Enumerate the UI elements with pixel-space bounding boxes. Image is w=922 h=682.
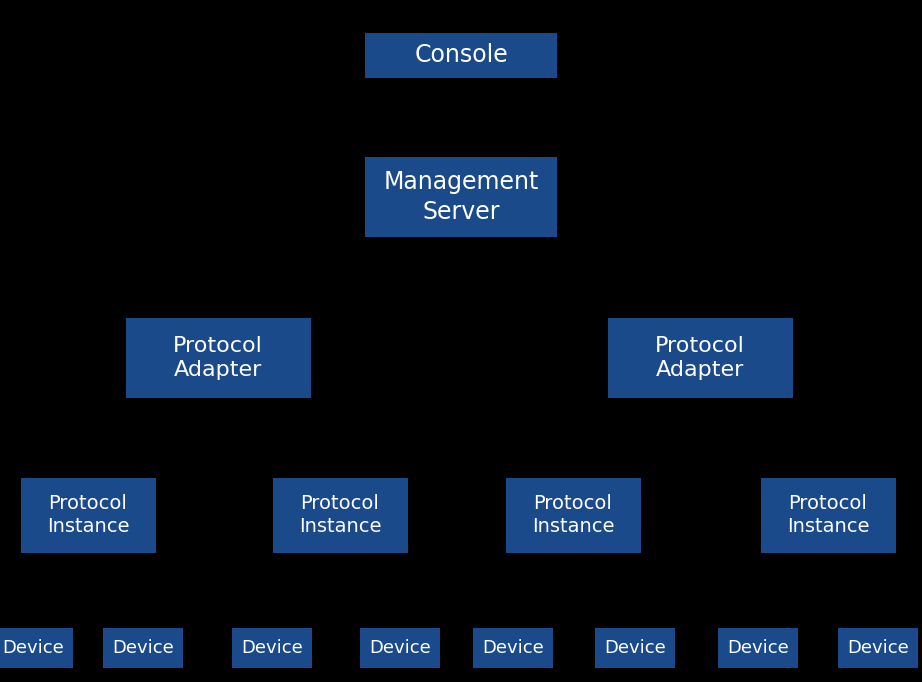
Text: Protocol
Adapter: Protocol Adapter (173, 336, 263, 381)
FancyBboxPatch shape (232, 628, 312, 668)
Text: Device: Device (727, 639, 789, 657)
FancyBboxPatch shape (761, 477, 895, 552)
Text: Device: Device (2, 639, 64, 657)
Text: Protocol
Instance: Protocol Instance (532, 494, 614, 536)
FancyBboxPatch shape (505, 477, 641, 552)
FancyBboxPatch shape (365, 33, 557, 78)
Text: Device: Device (847, 639, 909, 657)
Text: Protocol
Instance: Protocol Instance (299, 494, 382, 536)
FancyBboxPatch shape (273, 477, 408, 552)
FancyBboxPatch shape (365, 157, 557, 237)
Text: Protocol
Instance: Protocol Instance (786, 494, 869, 536)
FancyBboxPatch shape (608, 318, 793, 398)
Text: Device: Device (242, 639, 302, 657)
FancyBboxPatch shape (360, 628, 440, 668)
FancyBboxPatch shape (838, 628, 918, 668)
Text: Console: Console (414, 43, 508, 67)
FancyBboxPatch shape (718, 628, 798, 668)
FancyBboxPatch shape (125, 318, 311, 398)
FancyBboxPatch shape (595, 628, 675, 668)
Text: Management
Server: Management Server (384, 170, 538, 224)
FancyBboxPatch shape (103, 628, 183, 668)
FancyBboxPatch shape (473, 628, 553, 668)
Text: Device: Device (112, 639, 174, 657)
Text: Protocol
Adapter: Protocol Adapter (655, 336, 745, 381)
FancyBboxPatch shape (0, 628, 73, 668)
Text: Device: Device (369, 639, 431, 657)
Text: Protocol
Instance: Protocol Instance (47, 494, 129, 536)
Text: Device: Device (604, 639, 666, 657)
FancyBboxPatch shape (20, 477, 156, 552)
Text: Device: Device (482, 639, 544, 657)
